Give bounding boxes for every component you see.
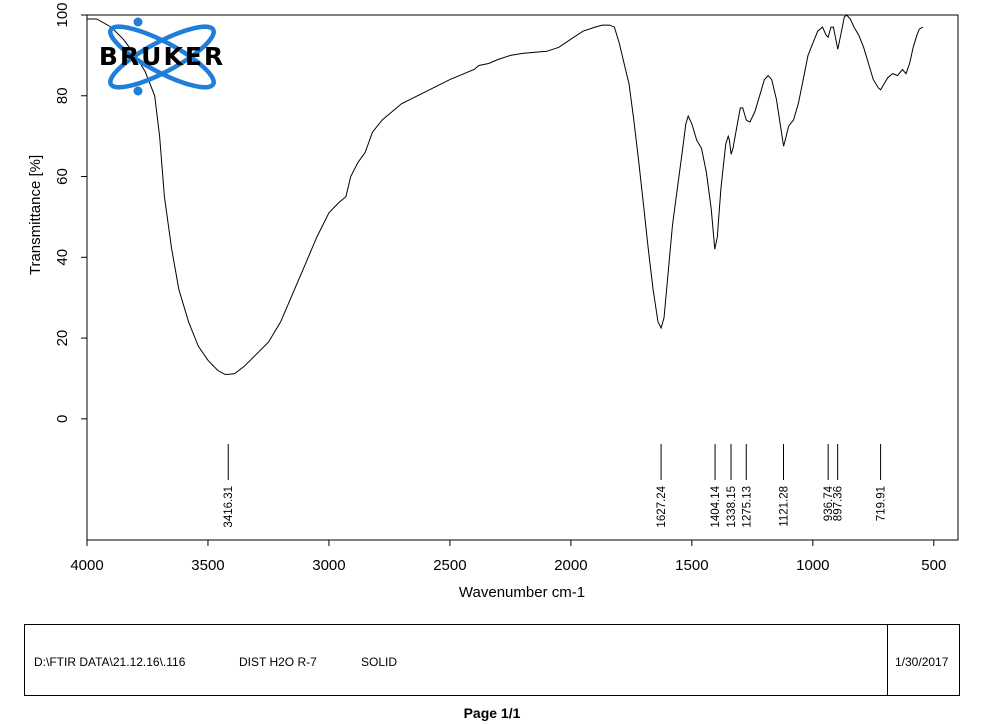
logo-text: BRUKER xyxy=(99,42,225,71)
x-tick-label: 1500 xyxy=(675,557,708,574)
peak-label: 3416.31 xyxy=(223,486,235,528)
sample-name: DIST H2O R-7 xyxy=(239,655,317,669)
y-tick-label: 20 xyxy=(54,330,71,347)
x-tick-label: 2000 xyxy=(554,557,587,574)
y-tick-label: 60 xyxy=(54,168,71,185)
peak-label: 936.74 xyxy=(823,485,835,521)
peak-label: 1404.14 xyxy=(710,485,722,527)
x-tick-label: 3000 xyxy=(312,557,345,574)
y-tick-label: 100 xyxy=(54,2,71,27)
measurement-date: 1/30/2017 xyxy=(895,655,949,669)
axes xyxy=(86,14,959,541)
x-tick-label: 3500 xyxy=(191,557,224,574)
x-tick-label: 500 xyxy=(921,557,946,574)
logo-orbit-icon xyxy=(108,17,216,96)
file-path: D:\FTIR DATA\21.12.16\.116 xyxy=(34,655,186,669)
x-tick-label: 2500 xyxy=(433,557,466,574)
peak-markers: 3416.31 1627.24 1404.14 1338.15 1275.13 1121.… xyxy=(223,444,888,528)
y-tick-label: 40 xyxy=(54,249,71,266)
x-tick-label: 4000 xyxy=(70,557,103,574)
bruker-logo: BRUKER xyxy=(99,17,225,96)
ftir-spectrum-chart: 4000 3500 3000 2500 2000 1500 1000 500 0 20 40 60 80… xyxy=(27,2,959,601)
peak-label: 1627.24 xyxy=(656,485,668,527)
spectrum-info-box: D:\FTIR DATA\21.12.16\.116 DIST H2O R-7 … xyxy=(24,624,960,696)
peak-label: 1275.13 xyxy=(741,486,753,528)
plot-frame xyxy=(86,14,959,541)
x-tick-label: 1000 xyxy=(796,557,829,574)
peak-label: 719.91 xyxy=(876,486,888,521)
peak-label: 1338.15 xyxy=(726,486,738,528)
x-axis-label: Wavenumber cm-1 xyxy=(459,584,585,601)
y-tick-label: 80 xyxy=(54,87,71,104)
y-axis-label: Transmittance [%] xyxy=(27,155,44,275)
axis-ticks: 4000 3500 3000 2500 2000 1500 1000 500 0 20 40 60 80… xyxy=(54,2,946,574)
page-label: Page 1/1 xyxy=(463,705,521,721)
y-tick-label: 0 xyxy=(54,415,71,423)
peak-label: 1121.28 xyxy=(778,486,790,527)
sample-form: SOLID xyxy=(361,655,398,669)
spectrum-line xyxy=(87,14,924,375)
peak-label: 897.36 xyxy=(833,486,845,521)
footer-divider xyxy=(887,625,888,695)
